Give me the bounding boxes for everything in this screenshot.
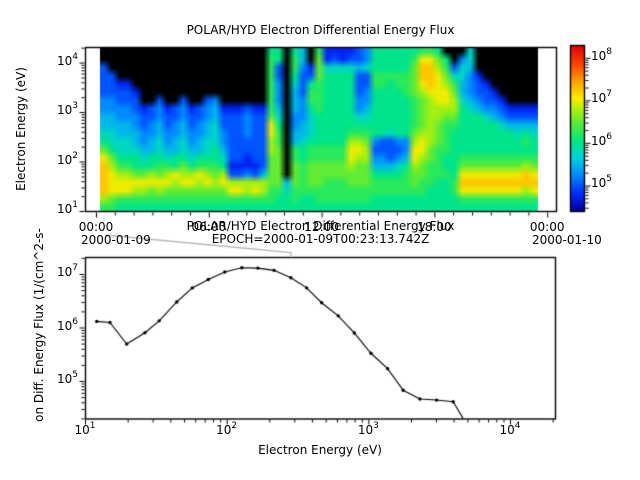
bottom-x-axis-label: Electron Energy (eV) bbox=[258, 443, 382, 457]
bottom-chart-subtitle: EPOCH=2000-01-09T00:23:13.742Z bbox=[211, 232, 430, 246]
top-x-date-left: 2000-01-09 bbox=[81, 233, 151, 247]
top-x-tick-label-0: 00:00 bbox=[78, 220, 114, 234]
top-y-axis-label: Electron Energy (eV) bbox=[14, 67, 28, 191]
colorbar-tick-label-3: 105 bbox=[591, 174, 613, 191]
bottom-x-tick-label-1: 102 bbox=[216, 421, 238, 438]
top-y-tick-label-1: 103 bbox=[56, 101, 78, 118]
top-x-tick-label-4: 00:00 bbox=[529, 220, 565, 234]
colorbar-tick-label-0: 108 bbox=[591, 46, 613, 63]
colorbar-tick-label-2: 106 bbox=[591, 131, 613, 148]
top-x-tick-label-2: 12:00 bbox=[304, 220, 339, 234]
top-x-date-right: 2000-01-10 bbox=[532, 233, 602, 247]
bottom-y-tick-label-0: 107 bbox=[56, 263, 78, 280]
top-y-tick-label-0: 104 bbox=[56, 51, 78, 68]
bottom-y-axis-label: on Diff. Energy Flux (1/(cm^2-s- bbox=[32, 228, 46, 422]
top-y-tick-label-2: 102 bbox=[56, 150, 78, 167]
top-x-tick-label-1: 06:00 bbox=[191, 220, 227, 234]
bottom-x-tick-label-2: 103 bbox=[357, 421, 379, 438]
colorbar-tick-label-1: 107 bbox=[591, 89, 613, 106]
bottom-y-tick-label-2: 105 bbox=[56, 370, 78, 387]
bottom-y-tick-label-1: 106 bbox=[56, 316, 78, 333]
top-y-tick-label-3: 101 bbox=[56, 200, 78, 217]
top-chart-title: POLAR/HYD Electron Differential Energy F… bbox=[186, 23, 455, 37]
bottom-chart-title: POLAR/HYD Electron Differential Energy F… bbox=[186, 219, 455, 233]
bottom-x-tick-label-3: 104 bbox=[499, 421, 521, 438]
top-x-tick-label-3: 18:00 bbox=[417, 220, 452, 234]
bottom-x-tick-label-0: 101 bbox=[74, 421, 96, 438]
